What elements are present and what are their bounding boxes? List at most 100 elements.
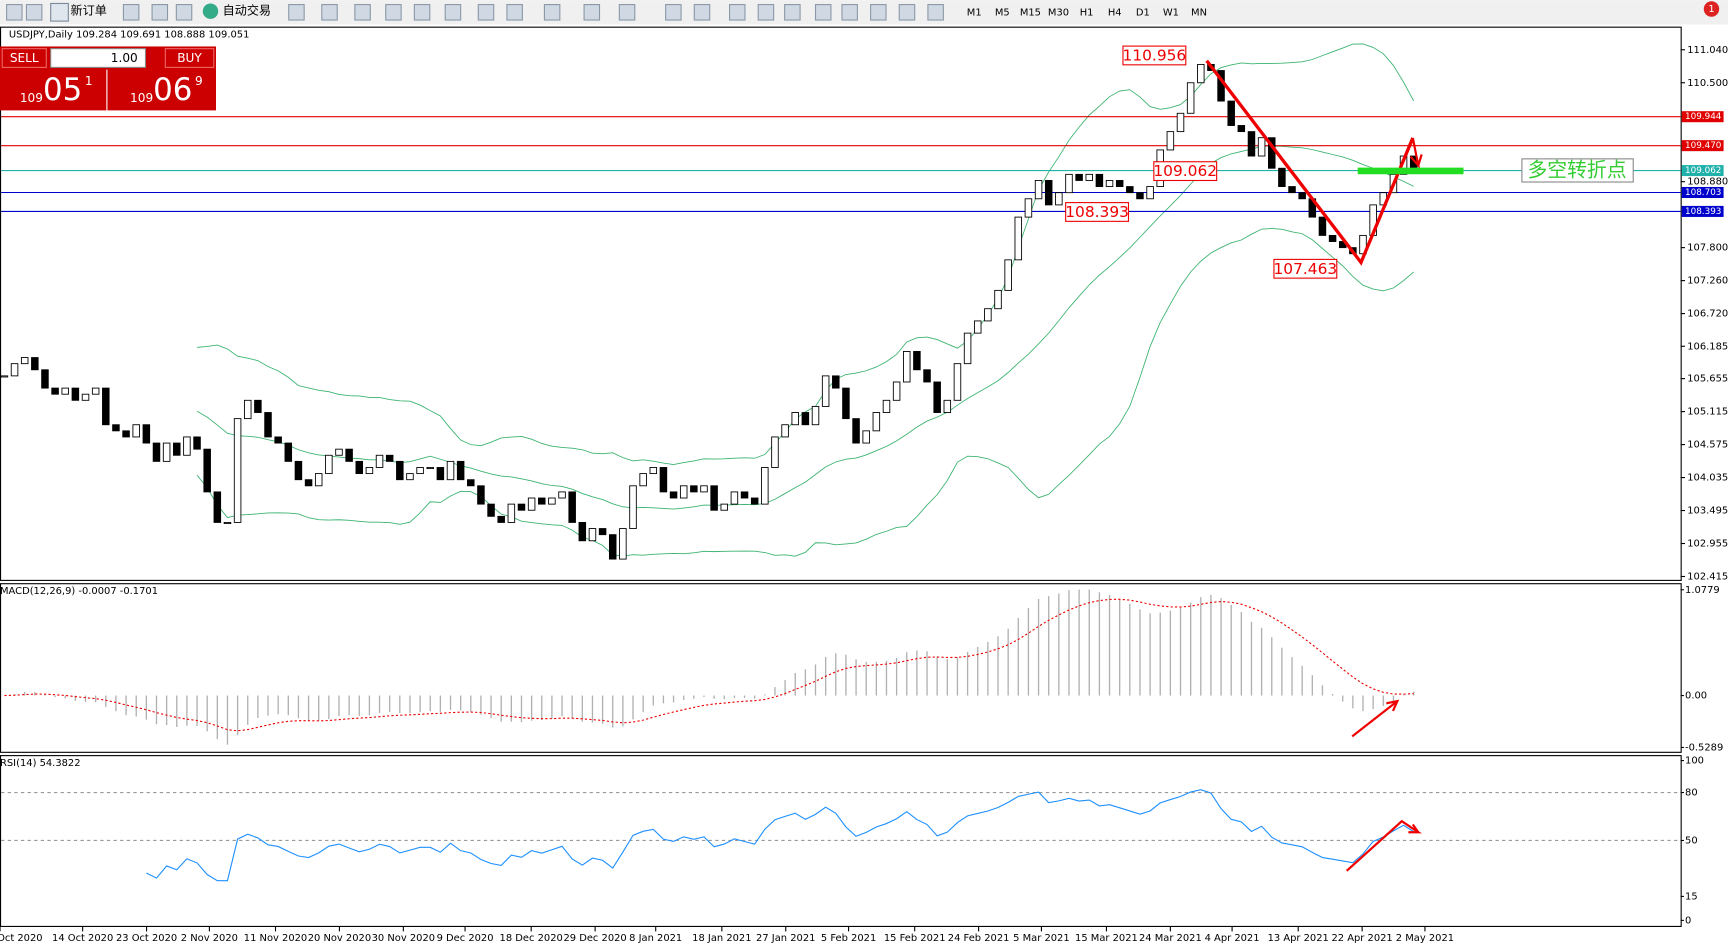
timeframe-button[interactable]: H1 xyxy=(1080,7,1094,18)
x-tick-label: 5 Mar 2021 xyxy=(1013,933,1070,944)
toolbar-icon[interactable] xyxy=(25,4,43,21)
timeframe-button[interactable]: D1 xyxy=(1136,7,1150,18)
x-tick-label: 4 Apr 2021 xyxy=(1205,933,1260,944)
candle xyxy=(274,436,282,444)
candle xyxy=(669,491,678,499)
x-tick-label: Oct 2020 xyxy=(0,933,43,944)
y-tick-label: 110.500 xyxy=(1687,78,1728,89)
price-label: 109.470 xyxy=(1685,141,1722,151)
x-tick-label: 5 Feb 2021 xyxy=(821,933,876,944)
candle xyxy=(821,375,830,407)
candle xyxy=(588,528,597,542)
timeframe-button[interactable]: M15 xyxy=(1020,7,1041,18)
toolbar-icon[interactable] xyxy=(477,4,495,21)
candle xyxy=(183,436,191,456)
x-tick-label: 9 Dec 2020 xyxy=(437,933,494,944)
toolbar-icon[interactable] xyxy=(543,4,561,21)
toolbar-icon[interactable] xyxy=(413,4,431,21)
candle xyxy=(1257,137,1266,157)
trade-panel: SELL 1.00 BUY 109 05 1 109 06 9 xyxy=(0,46,216,111)
candle xyxy=(1075,173,1083,181)
candle xyxy=(1288,186,1296,194)
auto-trading-button[interactable]: 自动交易 xyxy=(223,3,271,18)
toolbar-icon[interactable] xyxy=(898,4,916,21)
candle xyxy=(335,448,343,456)
candle xyxy=(872,412,881,432)
new-order-button[interactable]: 新订单 xyxy=(71,3,107,18)
toolbar-icon[interactable] xyxy=(757,4,775,21)
candle xyxy=(1136,192,1144,200)
price-label: 109.944 xyxy=(1685,112,1722,122)
toolbar-icon[interactable] xyxy=(175,4,193,21)
timeframe-button[interactable]: M30 xyxy=(1048,7,1069,18)
toolbar-icon[interactable] xyxy=(841,4,858,21)
candle xyxy=(517,503,526,511)
plot: M1 M5 M15 M30 H1 H4 D1 W1 MN 111.040 110.500 108.88… xyxy=(0,4,1728,944)
buy-button[interactable] xyxy=(164,48,215,68)
candle xyxy=(345,448,353,462)
x-tick-label: 24 Feb 2021 xyxy=(948,933,1010,944)
y-tick-label: 102.415 xyxy=(1687,571,1728,582)
auto-trading-icon[interactable] xyxy=(202,3,219,19)
candle xyxy=(193,436,201,450)
y-tick-label: 108.880 xyxy=(1687,177,1728,188)
toolbar-icon[interactable] xyxy=(583,4,601,21)
toolbar-icon[interactable] xyxy=(814,4,832,21)
candle xyxy=(426,467,434,470)
candle xyxy=(487,503,495,517)
toolbar-icon[interactable] xyxy=(728,4,746,21)
timeframe-button[interactable]: M5 xyxy=(995,7,1010,18)
timeframe-button[interactable]: W1 xyxy=(1163,7,1179,18)
annotation-box xyxy=(1065,202,1130,222)
candle xyxy=(20,357,29,365)
candle xyxy=(852,418,860,444)
candle xyxy=(1115,180,1124,188)
toolbar-icon[interactable] xyxy=(354,4,371,21)
y-tick-label: 100 xyxy=(1685,756,1704,767)
y-tick-label: 104.035 xyxy=(1687,473,1728,484)
timeframe-button[interactable]: MN xyxy=(1191,7,1207,18)
toolbar-icon[interactable] xyxy=(618,4,636,21)
toolbar-icon[interactable] xyxy=(784,4,801,21)
candle xyxy=(71,387,80,401)
toolbar-icon[interactable] xyxy=(122,4,140,21)
toolbar-icon[interactable] xyxy=(693,4,711,21)
candle xyxy=(791,412,799,426)
annotation-box xyxy=(1273,258,1338,279)
x-tick-label: 23 Oct 2020 xyxy=(116,933,177,944)
new-order-icon[interactable] xyxy=(50,2,69,22)
candle xyxy=(720,503,729,511)
rsi-line xyxy=(146,789,1414,882)
annotation-label: 109.062 xyxy=(1153,162,1217,180)
candle xyxy=(740,491,749,499)
toolbar-icon[interactable] xyxy=(385,4,402,21)
candle xyxy=(203,448,211,493)
candle xyxy=(649,467,658,475)
x-tick-label: 8 Jan 2021 xyxy=(629,933,682,944)
toolbar-icon[interactable] xyxy=(444,4,462,21)
candle xyxy=(984,308,992,322)
toolbar-icon[interactable] xyxy=(321,4,338,21)
candle xyxy=(1085,173,1094,181)
candle xyxy=(923,369,931,383)
toolbar-icon[interactable] xyxy=(6,4,23,21)
price-label-bg xyxy=(1681,165,1724,177)
candle xyxy=(446,460,455,481)
toolbar-icon[interactable] xyxy=(665,4,682,21)
toolbar-icon[interactable] xyxy=(506,4,523,21)
toolbar-icon[interactable] xyxy=(151,4,169,21)
timeframe-button[interactable]: M1 xyxy=(967,7,982,18)
x-tick-label: 14 Oct 2020 xyxy=(52,933,113,944)
toolbar-icon[interactable] xyxy=(927,4,944,21)
candle xyxy=(700,485,708,493)
toolbar-icon[interactable] xyxy=(870,4,887,21)
lots-input[interactable] xyxy=(50,48,147,68)
sell-button[interactable] xyxy=(1,48,47,68)
notification-badge[interactable] xyxy=(1703,1,1720,17)
candle xyxy=(1328,234,1337,242)
candle xyxy=(933,381,941,413)
candle xyxy=(467,479,475,487)
candle xyxy=(690,485,698,493)
toolbar-icon[interactable] xyxy=(288,4,305,21)
timeframe-button[interactable]: H4 xyxy=(1108,7,1122,18)
